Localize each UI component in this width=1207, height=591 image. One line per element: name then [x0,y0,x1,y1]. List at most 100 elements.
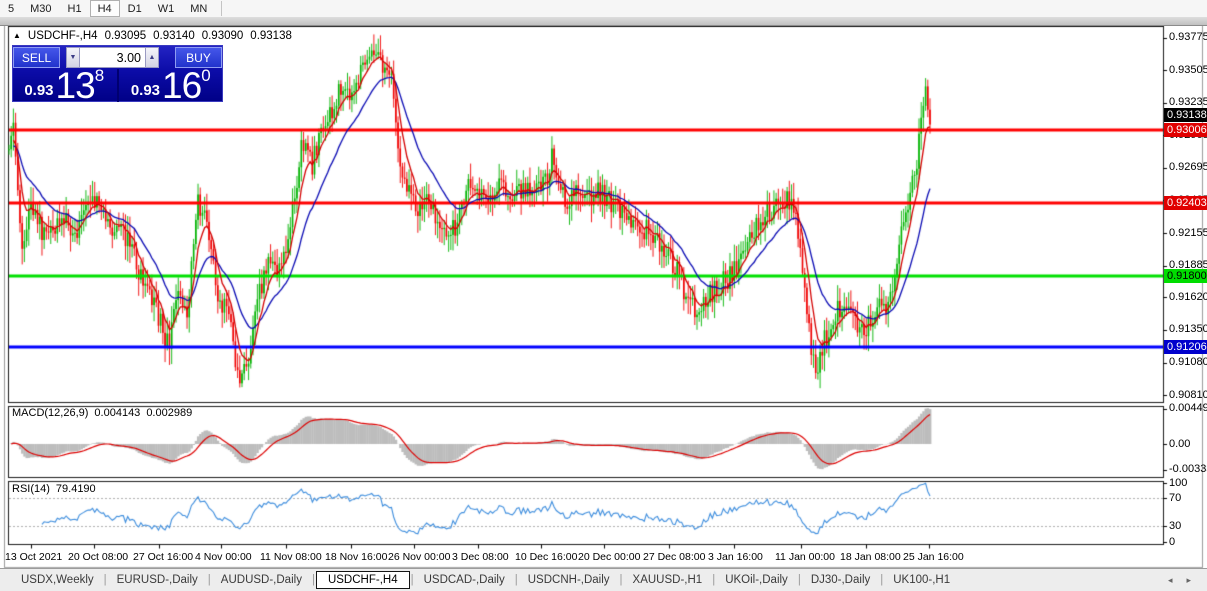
macd-signal-value: 0.002989 [146,407,193,419]
price-badge-0.92403: 0.92403 [1164,196,1207,211]
price-tick-0.91620: 0.91620 [1169,290,1207,303]
one-click-trading-panel: SELL ▼ ▲ BUY 0.93 13 8 0.93 16 [12,45,224,106]
scroll-right-icon[interactable]: ▸ [1186,575,1191,585]
high-value: 0.93140 [153,30,195,42]
macd-tick--0.003333: -0.003333 [1169,463,1207,476]
tab-separator: | [311,574,315,586]
buy-price-point: 0 [201,66,211,85]
volume-decrease-button[interactable]: ▼ [66,47,80,68]
arrow-down-icon: ▼ [69,54,77,61]
buy-price-prefix: 0.93 [130,82,161,99]
tab-separator: | [207,574,211,586]
tab-usdchf-h4[interactable]: USDCHF-,H4 [315,571,410,589]
toolbar-timeframe-w1[interactable]: W1 [157,2,175,15]
price-tick-0.93505: 0.93505 [1169,63,1207,76]
date-label-18-jan-08-00: 18 Jan 08:00 [840,551,901,563]
date-label-3-dec-08-00: 3 Dec 08:00 [452,551,509,563]
tab-usdx-weekly[interactable]: USDX,Weekly [21,574,94,586]
chart-tab-bar: USDX,Weekly | EURUSD-,Daily | AUDUSD-,Daily |… [0,568,1207,591]
buy-button[interactable]: BUY [175,47,222,68]
collapse-icon[interactable]: ▲ [13,30,21,40]
tab-separator: | [410,574,414,586]
macd-tick-0.00: 0.00 [1169,437,1191,450]
date-label-20-oct-08-00: 20 Oct 08:00 [68,551,129,563]
arrow-up-icon: ▲ [148,54,156,61]
tab-separator: | [619,574,623,586]
trade-quotes-row: 0.93 13 8 0.93 16 0 [12,65,224,106]
price-badge-0.91800: 0.91800 [1164,268,1207,283]
price-tick-0.92695: 0.92695 [1169,161,1207,174]
volume-input[interactable] [80,47,145,68]
date-label-13-oct-2021: 13 Oct 2021 [5,551,63,563]
macd-title: MACD(12,26,9) [12,407,89,419]
tab-usdcad-daily[interactable]: USDCAD-,Daily [423,574,505,586]
sell-price-pips: 13 [55,65,96,106]
tab-separator: | [712,574,716,586]
date-label-18-nov-16-00: 18 Nov 16:00 [325,551,388,563]
tab-separator: | [797,574,801,586]
toolbar-timeframe-mn[interactable]: MN [190,2,208,15]
date-label-11-nov-08-00: 11 Nov 08:00 [260,551,322,563]
macd-indicator-label: MACD(12,26,9) 0.004143 0.002989 [12,407,192,419]
volume-control: ▼ ▲ [66,47,169,68]
date-label-26-nov-00-00: 26 Nov 00:00 [388,551,451,563]
tab-eurusd-daily[interactable]: EURUSD-,Daily [116,574,198,586]
quote-divider [116,69,119,102]
tab-separator: | [880,574,884,586]
open-value: 0.93095 [104,30,147,42]
price-badge-0.93138: 0.93138 [1164,107,1207,122]
tab-audusd-daily[interactable]: AUDUSD-,Daily [220,574,302,586]
tab-xauusd-h1[interactable]: XAUUSD-,H1 [632,574,703,586]
price-tick-0.92155: 0.92155 [1169,226,1207,239]
buy-price-pips: 16 [162,65,202,106]
sell-price-quote[interactable]: 0.93 13 8 [12,65,117,106]
rsi-tick-0: 0 [1169,535,1176,548]
price-badge-0.91206: 0.91206 [1164,340,1207,355]
date-label-3-jan-16-00: 3 Jan 16:00 [708,551,763,563]
rsi-tick-70: 70 [1169,491,1182,504]
toolbar-timeframe-d1[interactable]: D1 [127,2,142,15]
scroll-left-icon[interactable]: ◂ [1167,575,1173,585]
date-label-10-dec-16-00: 10 Dec 16:00 [515,551,578,563]
price-tick-0.90810: 0.90810 [1169,388,1207,401]
sell-button[interactable]: SELL [13,47,60,68]
tab-ukoil-daily[interactable]: UKOil-,Daily [725,574,788,586]
rsi-tick-100: 100 [1169,476,1188,489]
close-value: 0.93138 [250,30,292,42]
toolbar-timeframe-h4[interactable]: H4 [89,0,120,17]
tab-dj30-daily[interactable]: DJ30-,Daily [810,574,871,586]
rsi-tick-30: 30 [1169,519,1182,532]
toolbar-timeframe-m30[interactable]: M30 [30,2,52,15]
rsi-value: 79.4190 [55,483,96,495]
date-label-27-oct-16-00: 27 Oct 16:00 [133,551,194,563]
sell-price-point: 8 [94,66,105,85]
sell-price-prefix: 0.93 [24,82,54,99]
toolbar-timeframe-h1[interactable]: H1 [67,2,82,15]
price-tick-0.91350: 0.91350 [1169,323,1207,336]
price-tick-0.93775: 0.93775 [1169,31,1207,44]
tab-scroll-arrows: ◂ ▸ [1168,575,1191,586]
trade-controls-row: SELL ▼ ▲ BUY [12,45,223,69]
chart-ohlc-header: ▲ USDCHF-,H4 0.93095 0.93140 0.93090 0.9… [13,30,292,42]
low-value: 0.93090 [201,30,244,42]
date-label-4-nov-00-00: 4 Nov 00:00 [195,551,252,563]
rsi-title: RSI(14) [12,483,50,495]
tab-uk100-h1[interactable]: UK100-,H1 [893,574,951,586]
date-label-27-dec-08-00: 27 Dec 08:00 [643,551,706,563]
macd-main-value: 0.004143 [94,407,141,419]
date-label-25-jan-16-00: 25 Jan 16:00 [903,551,964,563]
volume-increase-button[interactable]: ▲ [145,47,159,68]
price-tick-0.93235: 0.93235 [1169,96,1207,109]
symbol-timeframe-label: USDCHF-,H4 [27,30,98,42]
toolbar-timeframe-5[interactable]: 5 [8,2,15,15]
date-label-11-jan-00-00: 11 Jan 00:00 [775,551,835,563]
tab-usdcnh-daily[interactable]: USDCNH-,Daily [527,574,610,586]
toolbar-separator [221,1,223,16]
timeframe-toolbar: 5 M30 H1 H4 D1 W1 MN [0,0,1207,18]
window-top-band [0,17,1207,26]
buy-price-quote[interactable]: 0.93 16 0 [119,65,224,106]
macd-tick-0.004499: 0.004499 [1169,402,1207,415]
price-tick-0.91080: 0.91080 [1169,356,1207,369]
price-tick-0.91885: 0.91885 [1169,259,1207,272]
price-badge-0.93006: 0.93006 [1164,123,1207,138]
